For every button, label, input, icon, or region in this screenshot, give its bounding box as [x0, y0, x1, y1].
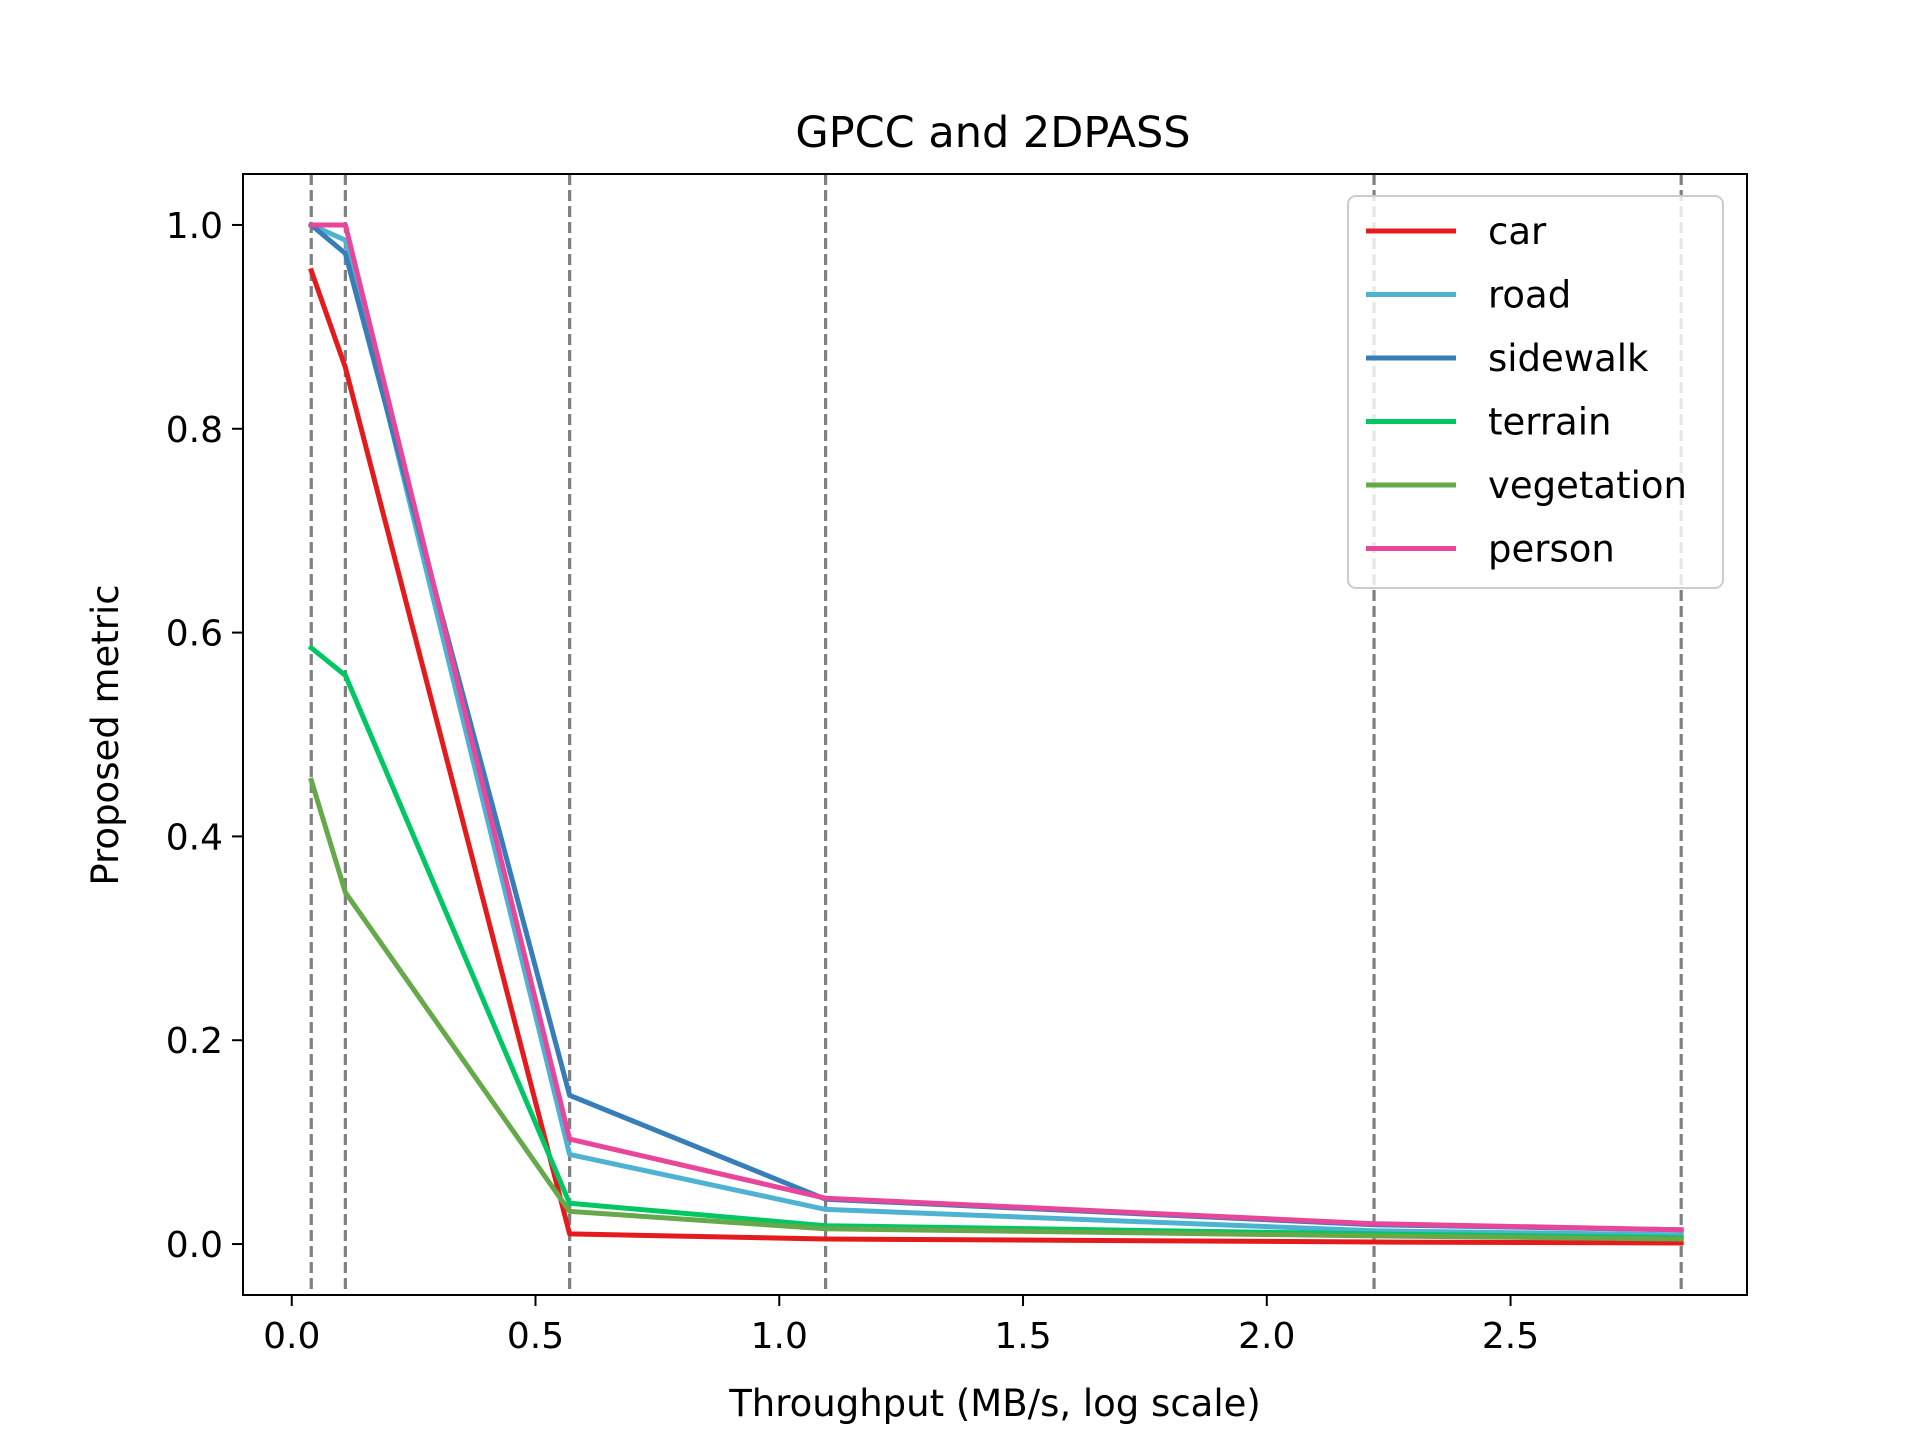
x-axis-label: Throughput (MB/s, log scale): [728, 1382, 1261, 1425]
y-tick-label-3: 0.6: [166, 614, 223, 655]
series-line-car: [308, 267, 1684, 1246]
x-tick-label-3: 1.5: [994, 1316, 1051, 1357]
series-line-vegetation: [308, 777, 1684, 1242]
y-tick-label-1: 0.2: [166, 1021, 223, 1062]
x-axis: 0.0 0.5 1.0 1.5 2.0 2.5: [263, 1295, 1539, 1357]
x-tick-label-2: 1.0: [751, 1316, 808, 1357]
legend-label-road: road: [1488, 274, 1571, 317]
x-tick-label-5: 2.5: [1482, 1316, 1539, 1357]
legend-label-car: car: [1488, 210, 1547, 253]
legend-label-terrain: terrain: [1488, 401, 1611, 444]
y-tick-label-2: 0.4: [166, 817, 223, 858]
plot-frame: [242, 173, 1748, 1296]
legend-items: car road sidewalk terrain vegetation person: [1366, 210, 1687, 571]
y-axis: 0.0 0.2 0.4 0.6 0.8 1.0: [166, 206, 243, 1266]
y-tick-label-0: 0.0: [166, 1225, 223, 1266]
x-tick-label-4: 2.0: [1238, 1316, 1295, 1357]
x-tick-label-1: 0.5: [507, 1316, 564, 1357]
legend-label-sidewalk: sidewalk: [1488, 337, 1649, 380]
legend-label-vegetation: vegetation: [1488, 464, 1687, 507]
y-tick-label-5: 1.0: [166, 206, 223, 247]
y-axis-label: Proposed metric: [84, 584, 127, 885]
series-lines: [307, 221, 1684, 1246]
x-tick-label-0: 0.0: [263, 1316, 320, 1357]
series-line-person: [308, 222, 1684, 1233]
legend: car road sidewalk terrain vegetation person: [1347, 195, 1724, 589]
legend-label-person: person: [1488, 528, 1615, 571]
y-tick-label-4: 0.8: [166, 410, 223, 451]
series-line-road: [307, 221, 1684, 1238]
chart-title: GPCC and 2DPASS: [795, 108, 1190, 158]
